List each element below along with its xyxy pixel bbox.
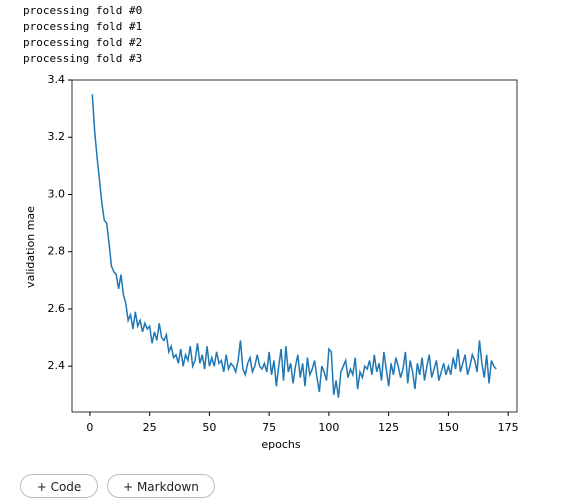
x-tick-label: 0 — [86, 421, 93, 434]
x-tick-label: 100 — [318, 421, 339, 434]
add-markdown-button[interactable]: + Markdown — [107, 474, 215, 498]
y-tick-label: 3.2 — [48, 130, 66, 143]
line — [91, 94, 497, 398]
x-tick-label: 175 — [498, 421, 519, 434]
chart: epochs validation mae 2.4 2.6 2.8 3.0 3.2 3.4… — [24, 73, 519, 451]
plot-frame — [71, 79, 518, 413]
x-tick-label: 75 — [262, 421, 276, 434]
output-line: processing fold #1 — [23, 20, 143, 33]
y-tick-label: 3.0 — [48, 187, 66, 200]
y-tick-label: 3.4 — [48, 73, 66, 86]
output-line: processing fold #3 — [23, 52, 143, 65]
add-code-button[interactable]: + Code — [20, 474, 98, 498]
y-tick-label: 2.8 — [48, 245, 66, 258]
x-axis-label: epochs — [261, 438, 300, 451]
y-tick-label: 2.4 — [48, 359, 66, 372]
x-tick-label: 125 — [378, 421, 399, 434]
x-tick-label: 50 — [202, 421, 216, 434]
output-line: processing fold #0 — [23, 4, 143, 17]
x-tick-label: 150 — [438, 421, 459, 434]
y-tick-label: 2.6 — [48, 302, 66, 315]
output-line: processing fold #2 — [23, 36, 143, 49]
y-axis-label: validation mae — [24, 206, 37, 288]
x-tick-label: 25 — [143, 421, 157, 434]
